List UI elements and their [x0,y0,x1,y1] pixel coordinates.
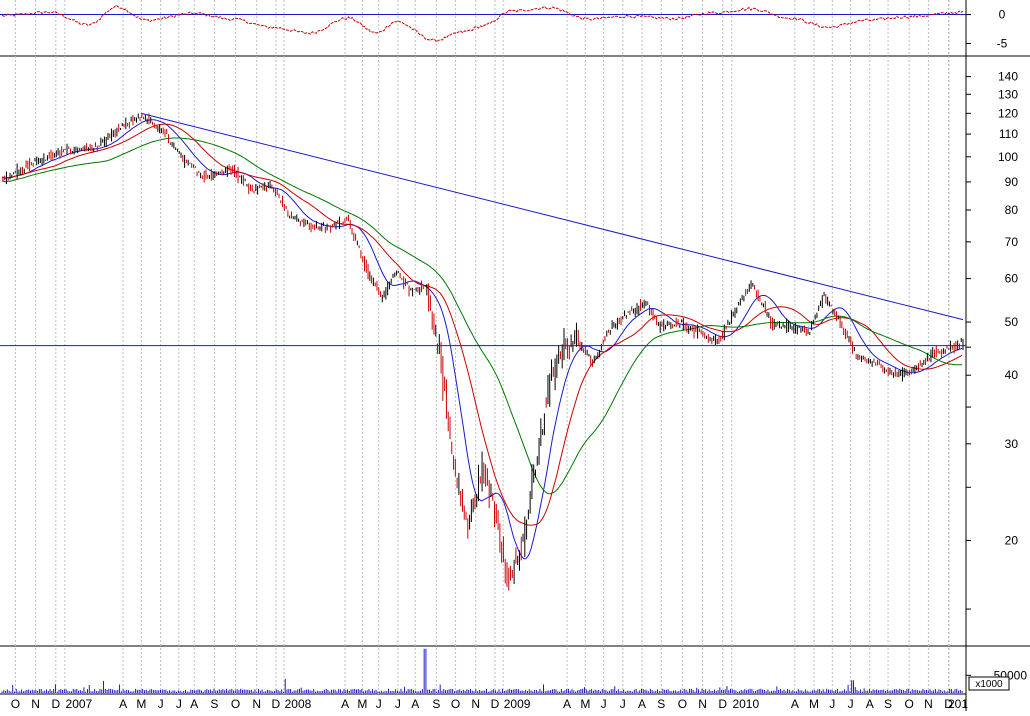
price-tick-label: 30 [1005,437,1019,451]
x-axis-label: A [119,697,127,711]
x-axis-label: D [272,697,281,711]
x-axis-label: D [944,697,953,711]
x-axis-label: 2008 [285,697,312,711]
x-axis-label: J [829,697,835,711]
x-axis-label: 2009 [504,697,531,711]
x-axis-label: O [231,697,240,711]
moving-average-40 [1,137,963,495]
x-axis-label: A [638,697,646,711]
price-tick-label: 80 [1005,203,1019,217]
x-axis-label: N [698,697,707,711]
x-axis-label: D [718,697,727,711]
oscillator-line [1,4,964,43]
x-axis-label: S [210,697,218,711]
x-axis-label: N [252,697,261,711]
x-axis-label: 201 [948,697,968,711]
x-axis-label: A [791,697,799,711]
price-tick-label: 130 [998,87,1018,101]
price-tick-label: 90 [1005,175,1019,189]
x-axis-label: J [176,697,182,711]
x-axis-label: M [357,697,367,711]
x-axis-label: A [341,697,349,711]
price-tick-label: 40 [1005,368,1019,382]
x-axis-label: J [848,697,854,711]
x-axis-label: M [809,697,819,711]
x-axis-label: A [190,697,198,711]
price-tick-label: 70 [1005,235,1019,249]
x-axis-label: A [563,697,571,711]
x-axis-label: J [601,697,607,711]
x-axis-label: O [678,697,687,711]
x-axis-label: S [432,697,440,711]
x-axis-label: O [11,697,20,711]
x-axis-label: A [411,697,419,711]
moving-average-20 [1,123,963,526]
x-axis-label: J [395,697,401,711]
x-axis-label: J [376,697,382,711]
trend-line [141,112,964,321]
x-axis-label: 2010 [732,697,759,711]
oscillator-tick-label: 0 [999,8,1006,22]
moving-average-10 [1,119,963,560]
volume-bars [1,648,963,693]
x-axis-label: S [657,697,665,711]
price-bars [2,112,964,591]
x-axis-label: 2007 [66,697,93,711]
price-tick-label: 100 [998,150,1018,164]
price-tick-label: 110 [999,127,1018,141]
x-axis-label: J [158,697,164,711]
price-tick-label: 140 [998,70,1018,84]
x-axis-label: A [866,697,874,711]
oscillator-tick-label: -5 [997,36,1008,50]
price-tick-label: 20 [1005,533,1019,547]
x-axis-label: N [471,697,480,711]
x-axis-label: M [136,697,146,711]
price-tick-label: 50 [1005,315,1019,329]
volume-unit-box [968,676,1010,691]
x-axis-label: N [31,697,40,711]
x-axis-label: J [620,697,626,711]
price-tick-label: 60 [1005,272,1019,286]
x-axis-label: N [924,697,933,711]
volume-unit-label: x1000 [975,679,1003,690]
x-axis-label: S [884,697,892,711]
x-axis-label: O [905,697,914,711]
price-tick-label: 120 [998,106,1018,120]
x-axis-label: M [580,697,590,711]
x-axis-label: D [491,697,500,711]
x-axis-label: D [51,697,60,711]
x-axis-label: O [451,697,460,711]
